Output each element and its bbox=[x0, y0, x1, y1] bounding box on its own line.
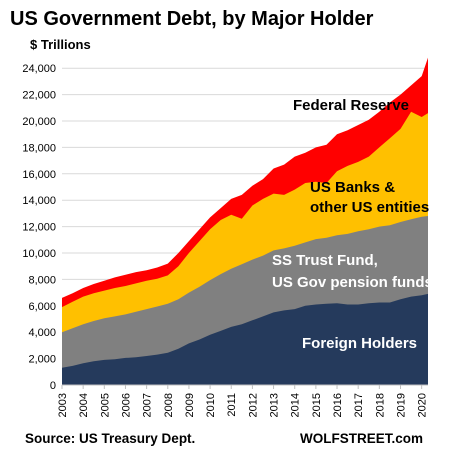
x-tick-label: 2005 bbox=[99, 393, 111, 417]
x-tick-label: 2012 bbox=[247, 393, 259, 417]
x-tick-labels: 2003 2004 2005 2006 2007 2008 2009 2010 2011 2012… bbox=[57, 393, 429, 417]
y-tick-label: 14,000 bbox=[22, 195, 56, 207]
series-label-us-banks: other US entities bbox=[310, 199, 429, 216]
y-tick-label: 16,000 bbox=[22, 169, 56, 181]
series-label-ss-trust: SS Trust Fund, bbox=[272, 252, 378, 269]
units-label: $ Trillions bbox=[30, 37, 91, 52]
y-tick-label: 8,000 bbox=[28, 274, 56, 286]
x-tick-label: 2006 bbox=[121, 393, 133, 417]
x-tick-label: 2019 bbox=[396, 393, 408, 417]
x-tick-label: 2017 bbox=[353, 393, 365, 417]
y-tick-label: 20,000 bbox=[22, 116, 56, 128]
y-tick-label: 6,000 bbox=[28, 301, 56, 313]
x-tick-label: 2016 bbox=[332, 393, 344, 417]
x-tick-label: 2008 bbox=[163, 393, 175, 417]
y-tick-label: 2,000 bbox=[28, 354, 56, 366]
y-tick-label: 22,000 bbox=[22, 90, 56, 102]
area-layer bbox=[62, 57, 428, 386]
brand-label: WOLFSTREET.com bbox=[300, 431, 423, 446]
x-tick-label: 2020 bbox=[417, 393, 429, 417]
x-tick-label: 2003 bbox=[57, 393, 69, 417]
x-tick-label: 2011 bbox=[226, 393, 238, 417]
area-foreign bbox=[62, 293, 428, 385]
y-tick-label: 12,000 bbox=[22, 222, 56, 234]
chart-title: US Government Debt, by Major Holder bbox=[10, 8, 374, 30]
x-tick-label: 2009 bbox=[184, 393, 196, 417]
y-tick-label: 0 bbox=[50, 380, 56, 392]
y-tick-label: 24,000 bbox=[22, 63, 56, 75]
axis-layer bbox=[61, 384, 428, 389]
series-label-fed: Federal Reserve bbox=[293, 97, 409, 114]
x-tick-label: 2010 bbox=[205, 393, 217, 417]
x-tick-label: 2018 bbox=[374, 393, 386, 417]
series-label-us-banks: US Banks & bbox=[310, 179, 395, 196]
y-tick-label: 18,000 bbox=[22, 142, 56, 154]
x-tick-label: 2014 bbox=[290, 393, 302, 417]
y-tick-label: 4,000 bbox=[28, 327, 56, 339]
y-tick-label: 10,000 bbox=[22, 248, 56, 260]
y-tick-labels: 0 2,000 4,000 6,000 8,000 10,000 12,000 14,000 1… bbox=[22, 63, 56, 392]
series-labels: Federal Reserve US Banks & other US entiti… bbox=[272, 97, 433, 352]
source-label: Source: US Treasury Dept. bbox=[25, 431, 195, 446]
x-tick-label: 2007 bbox=[142, 393, 154, 417]
x-tick-label: 2004 bbox=[78, 393, 90, 417]
x-tick-label: 2015 bbox=[311, 393, 323, 417]
series-label-foreign: Foreign Holders bbox=[302, 335, 417, 352]
series-label-ss-trust: US Gov pension funds bbox=[272, 274, 433, 291]
x-tick-label: 2013 bbox=[269, 393, 281, 417]
